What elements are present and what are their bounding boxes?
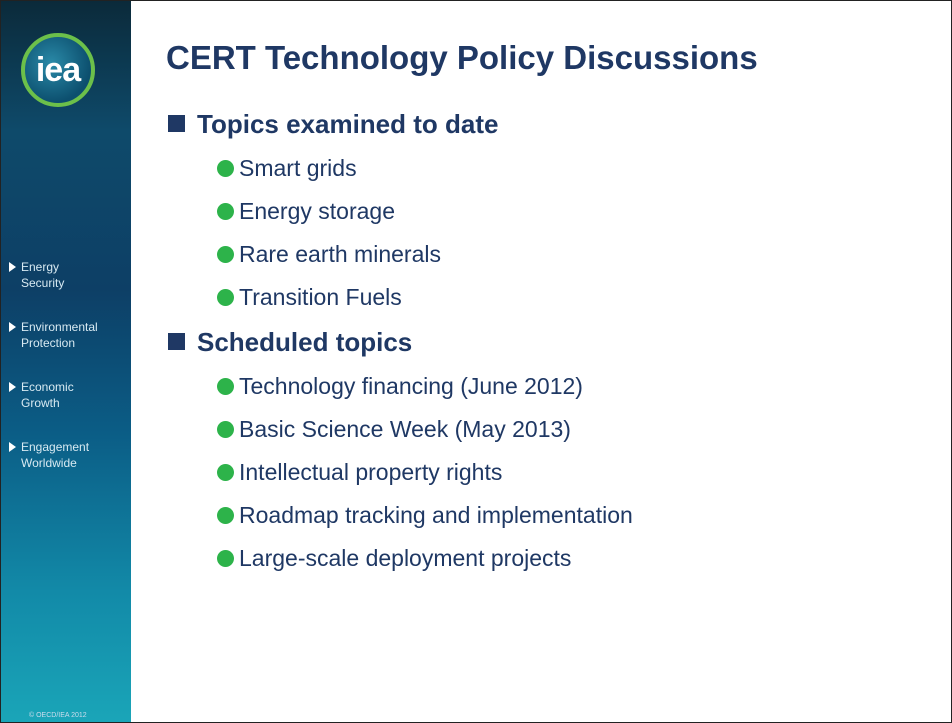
item-text: Transition Fuels xyxy=(239,284,402,310)
item-text: Energy storage xyxy=(239,198,395,224)
sidebar-text: Security xyxy=(21,276,65,290)
sidebar-item: Environmental Protection xyxy=(9,319,98,351)
dot-bullet xyxy=(217,421,234,438)
heading-text: Scheduled topics xyxy=(197,327,413,357)
slide-title: CERT Technology Policy Discussions xyxy=(166,39,758,76)
sidebar-text: Engagement xyxy=(21,440,90,454)
dot-bullet xyxy=(217,550,234,567)
item-text: Smart grids xyxy=(239,155,357,181)
dot-bullet xyxy=(217,289,234,306)
dot-bullet xyxy=(217,464,234,481)
square-bullet xyxy=(168,115,185,132)
bullet-item: Basic Science Week (May 2013) xyxy=(217,416,571,443)
sidebar-text: Worldwide xyxy=(21,456,77,470)
section-heading: Scheduled topics xyxy=(168,327,412,358)
bullet-item: Roadmap tracking and implementation xyxy=(217,502,633,529)
square-bullet xyxy=(168,333,185,350)
dot-bullet xyxy=(217,246,234,263)
bullet-item: Large-scale deployment projects xyxy=(217,545,571,572)
bullet-item: Rare earth minerals xyxy=(217,241,441,268)
arrow xyxy=(9,262,16,272)
item-text: Rare earth minerals xyxy=(239,241,441,267)
item-text: Large-scale deployment projects xyxy=(239,545,572,571)
item-text: Technology financing (June 2012) xyxy=(239,373,583,399)
sidebar-text: Economic xyxy=(21,380,74,394)
copyright: © OECD/IEA 2012 xyxy=(29,712,87,719)
sidebar-text: Environmental xyxy=(21,320,98,334)
arrow xyxy=(9,322,16,332)
heading-text: Topics examined to date xyxy=(197,109,499,139)
dot-bullet xyxy=(217,378,234,395)
item-text: Roadmap tracking and implementation xyxy=(239,502,633,528)
sidebar-item: Engagement Worldwide xyxy=(9,439,89,471)
sidebar-text: Energy xyxy=(21,260,60,274)
arrow xyxy=(9,382,16,392)
bullet-item: Technology financing (June 2012) xyxy=(217,373,583,400)
sidebar: iea © OECD/IEA 2012 Energy Security Enviro… xyxy=(1,1,131,722)
bullet-item: Smart grids xyxy=(217,155,357,182)
logo: iea xyxy=(21,33,95,107)
bullet-item: Intellectual property rights xyxy=(217,459,502,486)
sidebar-text: Growth xyxy=(21,396,60,410)
dot-bullet xyxy=(217,203,234,220)
sidebar-item: Economic Growth xyxy=(9,379,74,411)
item-text: Intellectual property rights xyxy=(239,459,503,485)
bullet-item: Energy storage xyxy=(217,198,395,225)
bullet-item: Transition Fuels xyxy=(217,284,402,311)
section-heading: Topics examined to date xyxy=(168,109,498,140)
sidebar-text: Protection xyxy=(21,336,76,350)
dot-bullet xyxy=(217,160,234,177)
sidebar-item: Energy Security xyxy=(9,259,64,291)
arrow xyxy=(9,442,16,452)
dot-bullet xyxy=(217,507,234,524)
item-text: Basic Science Week (May 2013) xyxy=(239,416,571,442)
